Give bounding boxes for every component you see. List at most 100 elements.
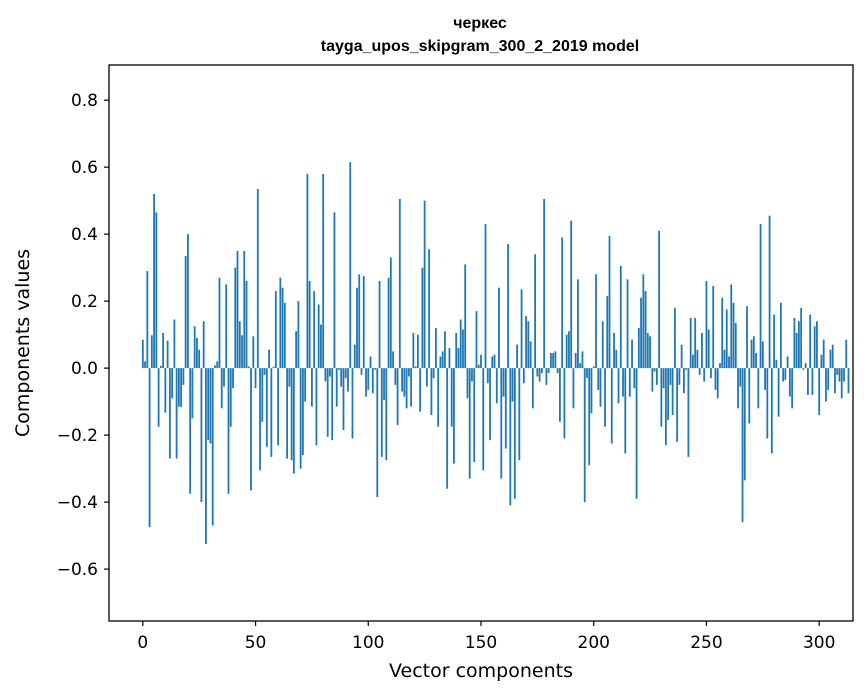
axes: 0 50 100 150 200 250 300 −0.6 −0.4 −0.2 0.0 0.2 0.4 0… [57,91,836,653]
bar [358,274,361,369]
bar [464,264,467,369]
bar [252,336,255,369]
bar [572,368,575,409]
bar [791,368,794,409]
bar [301,368,304,456]
bar [586,368,588,379]
bar [299,368,302,469]
bar [696,349,699,369]
bar [495,368,498,404]
chart-subtitle: tayga_upos_skipgram_300_2_2019 model [321,38,639,55]
y-tick-label: 0.6 [71,158,98,178]
bar [761,341,764,369]
bar [261,368,264,422]
bar [234,267,237,369]
bar [175,368,178,459]
bar [725,309,728,369]
bar [793,317,796,369]
bar [365,368,367,397]
bar [730,284,733,369]
bar [737,368,739,409]
bar [423,200,426,369]
bar [218,277,221,369]
bar [486,368,489,384]
bar [351,368,354,439]
bar [779,302,782,369]
x-tick-label: 100 [352,633,384,653]
bar [698,368,701,375]
bar [268,349,270,369]
bar [574,353,577,369]
bar [500,368,503,479]
bar [719,363,721,369]
y-tick-label: 0.0 [71,359,98,379]
bar [608,235,611,369]
bar [628,368,631,397]
bar [640,297,642,369]
bar [599,368,602,407]
bar [265,368,268,447]
bar [466,368,469,399]
bar [290,368,293,461]
bar [818,368,821,416]
bar [667,368,670,421]
bar [768,215,771,369]
bar [243,250,246,369]
bar [673,307,676,369]
bar [775,359,778,369]
bar [710,368,712,379]
bar [229,368,232,427]
bar [475,311,478,369]
bar [809,314,812,369]
bar [416,334,419,369]
bar [703,368,706,382]
bar [315,368,318,446]
bar [387,277,390,369]
bar [827,368,830,390]
bar [214,365,216,369]
bar [813,326,816,369]
bar [626,279,629,369]
bar [477,364,480,369]
bar [437,368,440,427]
bar [166,340,169,369]
bar [209,368,212,444]
x-tick-label: 300 [803,633,835,653]
bar [527,321,530,369]
bar [247,366,250,369]
bar [522,368,525,384]
bar [509,368,512,506]
bar [205,368,207,544]
bar [622,368,624,397]
x-axis-label: Vector components [389,660,573,682]
bar [482,368,485,471]
bar [577,279,579,369]
bar [595,274,597,369]
bar [141,339,144,369]
bar [692,354,694,369]
bar [405,368,408,409]
bar [444,331,446,369]
bar [840,368,843,399]
bar [816,321,818,369]
bar [394,368,397,385]
bar [549,353,552,369]
bar [547,368,550,374]
bar [450,368,453,427]
bar [502,368,505,397]
bar [380,368,383,457]
bar [150,335,153,369]
bar [254,368,257,389]
bar [784,368,787,380]
bar [669,368,672,385]
y-axis-label: Components values [12,249,34,437]
bar [349,162,352,369]
bar [635,368,638,499]
bar [396,368,399,426]
bar [617,368,620,404]
bar [531,368,534,409]
bar [741,368,744,523]
bar [649,336,651,369]
bar [716,368,719,399]
